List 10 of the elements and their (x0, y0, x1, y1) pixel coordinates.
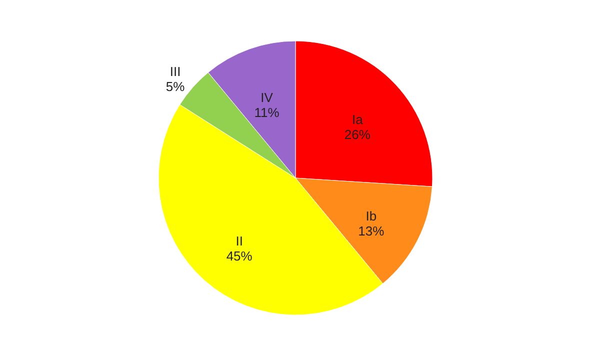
slice-label: Ia (352, 112, 364, 127)
data-label: 13% (358, 224, 385, 239)
data-label: 26% (344, 126, 371, 142)
slice-label: Ib (366, 208, 377, 224)
slice-label: IV (260, 90, 274, 106)
data-label: 11% (254, 105, 280, 120)
data-label: 5% (166, 79, 186, 94)
data-label: 45% (226, 248, 253, 264)
slice-label: III (170, 64, 181, 79)
slice-label: II (236, 234, 243, 249)
